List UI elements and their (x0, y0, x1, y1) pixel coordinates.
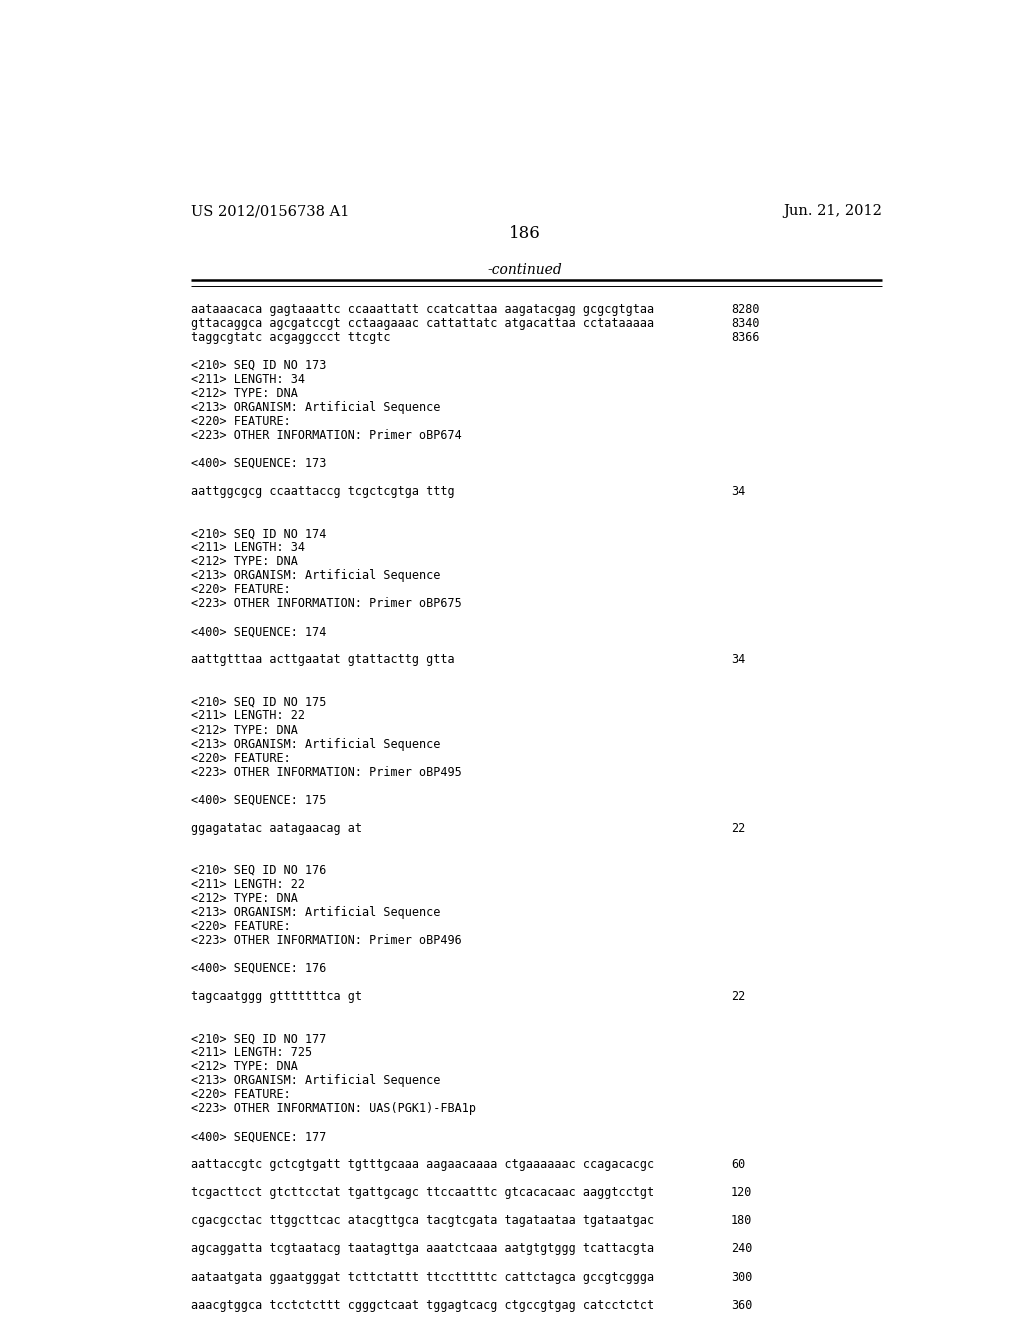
Text: <220> FEATURE:: <220> FEATURE: (191, 920, 291, 933)
Text: 34: 34 (731, 653, 745, 667)
Text: <212> TYPE: DNA: <212> TYPE: DNA (191, 892, 298, 904)
Text: <210> SEQ ID NO 177: <210> SEQ ID NO 177 (191, 1032, 327, 1045)
Text: 22: 22 (731, 990, 745, 1003)
Text: aattgtttaa acttgaatat gtattacttg gtta: aattgtttaa acttgaatat gtattacttg gtta (191, 653, 455, 667)
Text: <220> FEATURE:: <220> FEATURE: (191, 583, 291, 597)
Text: Jun. 21, 2012: Jun. 21, 2012 (783, 205, 882, 218)
Text: 8366: 8366 (731, 331, 760, 343)
Text: <213> ORGANISM: Artificial Sequence: <213> ORGANISM: Artificial Sequence (191, 738, 441, 751)
Text: 186: 186 (509, 226, 541, 243)
Text: <210> SEQ ID NO 175: <210> SEQ ID NO 175 (191, 696, 327, 709)
Text: aataaacaca gagtaaattc ccaaattatt ccatcattaa aagatacgag gcgcgtgtaa: aataaacaca gagtaaattc ccaaattatt ccatcat… (191, 302, 654, 315)
Text: <220> FEATURE:: <220> FEATURE: (191, 751, 291, 764)
Text: agcaggatta tcgtaatacg taatagttga aaatctcaaa aatgtgtggg tcattacgta: agcaggatta tcgtaatacg taatagttga aaatctc… (191, 1242, 654, 1255)
Text: <223> OTHER INFORMATION: Primer oBP495: <223> OTHER INFORMATION: Primer oBP495 (191, 766, 462, 779)
Text: taggcgtatc acgaggccct ttcgtc: taggcgtatc acgaggccct ttcgtc (191, 331, 391, 343)
Text: <400> SEQUENCE: 177: <400> SEQUENCE: 177 (191, 1130, 327, 1143)
Text: aaacgtggca tcctctcttt cgggctcaat tggagtcacg ctgccgtgag catcctctct: aaacgtggca tcctctcttt cgggctcaat tggagtc… (191, 1299, 654, 1312)
Text: <210> SEQ ID NO 173: <210> SEQ ID NO 173 (191, 359, 327, 372)
Text: 240: 240 (731, 1242, 753, 1255)
Text: <212> TYPE: DNA: <212> TYPE: DNA (191, 1060, 298, 1073)
Text: <220> FEATURE:: <220> FEATURE: (191, 1088, 291, 1101)
Text: <210> SEQ ID NO 176: <210> SEQ ID NO 176 (191, 863, 327, 876)
Text: <211> LENGTH: 34: <211> LENGTH: 34 (191, 372, 305, 385)
Text: aattaccgtc gctcgtgatt tgtttgcaaa aagaacaaaa ctgaaaaaac ccagacacgc: aattaccgtc gctcgtgatt tgtttgcaaa aagaaca… (191, 1159, 654, 1171)
Text: <213> ORGANISM: Artificial Sequence: <213> ORGANISM: Artificial Sequence (191, 1074, 441, 1088)
Text: 120: 120 (731, 1187, 753, 1200)
Text: <400> SEQUENCE: 176: <400> SEQUENCE: 176 (191, 962, 327, 975)
Text: 34: 34 (731, 484, 745, 498)
Text: <223> OTHER INFORMATION: Primer oBP674: <223> OTHER INFORMATION: Primer oBP674 (191, 429, 462, 442)
Text: aattggcgcg ccaattaccg tcgctcgtga tttg: aattggcgcg ccaattaccg tcgctcgtga tttg (191, 484, 455, 498)
Text: <212> TYPE: DNA: <212> TYPE: DNA (191, 387, 298, 400)
Text: <400> SEQUENCE: 174: <400> SEQUENCE: 174 (191, 626, 327, 639)
Text: <213> ORGANISM: Artificial Sequence: <213> ORGANISM: Artificial Sequence (191, 569, 441, 582)
Text: 180: 180 (731, 1214, 753, 1228)
Text: 360: 360 (731, 1299, 753, 1312)
Text: <400> SEQUENCE: 173: <400> SEQUENCE: 173 (191, 457, 327, 470)
Text: <223> OTHER INFORMATION: Primer oBP675: <223> OTHER INFORMATION: Primer oBP675 (191, 597, 462, 610)
Text: <213> ORGANISM: Artificial Sequence: <213> ORGANISM: Artificial Sequence (191, 401, 441, 414)
Text: <212> TYPE: DNA: <212> TYPE: DNA (191, 556, 298, 568)
Text: <213> ORGANISM: Artificial Sequence: <213> ORGANISM: Artificial Sequence (191, 906, 441, 919)
Text: cgacgcctac ttggcttcac atacgttgca tacgtcgata tagataataa tgataatgac: cgacgcctac ttggcttcac atacgttgca tacgtcg… (191, 1214, 654, 1228)
Text: <400> SEQUENCE: 175: <400> SEQUENCE: 175 (191, 793, 327, 807)
Text: 8340: 8340 (731, 317, 760, 330)
Text: <223> OTHER INFORMATION: Primer oBP496: <223> OTHER INFORMATION: Primer oBP496 (191, 935, 462, 946)
Text: <210> SEQ ID NO 174: <210> SEQ ID NO 174 (191, 527, 327, 540)
Text: -continued: -continued (487, 263, 562, 277)
Text: 60: 60 (731, 1159, 745, 1171)
Text: gttacaggca agcgatccgt cctaagaaac cattattatc atgacattaa cctataaaaa: gttacaggca agcgatccgt cctaagaaac cattatt… (191, 317, 654, 330)
Text: 300: 300 (731, 1271, 753, 1283)
Text: 22: 22 (731, 822, 745, 834)
Text: <220> FEATURE:: <220> FEATURE: (191, 414, 291, 428)
Text: ggagatatac aatagaacag at: ggagatatac aatagaacag at (191, 822, 362, 834)
Text: <211> LENGTH: 725: <211> LENGTH: 725 (191, 1047, 312, 1059)
Text: US 2012/0156738 A1: US 2012/0156738 A1 (191, 205, 350, 218)
Text: <223> OTHER INFORMATION: UAS(PGK1)-FBA1p: <223> OTHER INFORMATION: UAS(PGK1)-FBA1p (191, 1102, 476, 1115)
Text: tcgacttcct gtcttcctat tgattgcagc ttccaatttc gtcacacaac aaggtcctgt: tcgacttcct gtcttcctat tgattgcagc ttccaat… (191, 1187, 654, 1200)
Text: <211> LENGTH: 22: <211> LENGTH: 22 (191, 878, 305, 891)
Text: <211> LENGTH: 34: <211> LENGTH: 34 (191, 541, 305, 554)
Text: tagcaatggg gtttttttca gt: tagcaatggg gtttttttca gt (191, 990, 362, 1003)
Text: 8280: 8280 (731, 302, 760, 315)
Text: aataatgata ggaatgggat tcttctattt ttcctttttc cattctagca gccgtcggga: aataatgata ggaatgggat tcttctattt ttccttt… (191, 1271, 654, 1283)
Text: <211> LENGTH: 22: <211> LENGTH: 22 (191, 709, 305, 722)
Text: <212> TYPE: DNA: <212> TYPE: DNA (191, 723, 298, 737)
